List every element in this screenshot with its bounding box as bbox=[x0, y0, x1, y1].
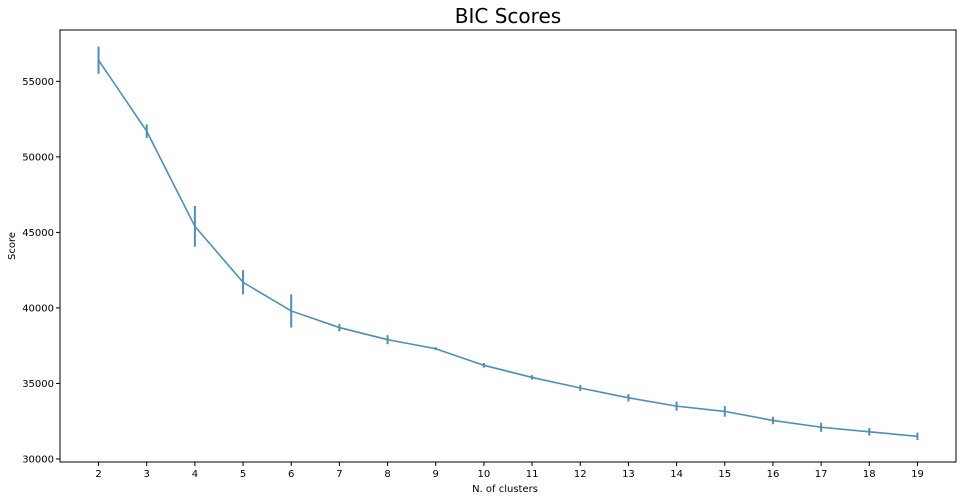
data-point bbox=[290, 310, 293, 312]
data-point bbox=[434, 347, 437, 350]
y-tick-label: 55000 bbox=[22, 77, 54, 88]
data-point bbox=[627, 397, 630, 399]
y-tick-label: 40000 bbox=[22, 303, 54, 314]
error-bars bbox=[97, 46, 919, 441]
bic-line bbox=[97, 59, 918, 438]
x-tick-label: 8 bbox=[384, 469, 390, 480]
chart-title: BIC Scores bbox=[455, 4, 561, 28]
x-tick-label: 19 bbox=[911, 469, 924, 480]
data-point bbox=[386, 338, 389, 341]
x-tick-label: 2 bbox=[95, 469, 101, 480]
data-point bbox=[97, 59, 100, 62]
data-point bbox=[338, 326, 341, 329]
x-axis: 2 3 4 5 6 7 8 9 10 11 12 13 14 15 16 17 18 19 bbox=[95, 462, 924, 480]
data-point bbox=[483, 364, 485, 367]
x-tick-label: 4 bbox=[192, 469, 198, 480]
x-axis-label: N. of clusters bbox=[472, 484, 538, 495]
y-tick-label: 45000 bbox=[22, 228, 54, 239]
data-point bbox=[531, 376, 533, 379]
x-tick-label: 9 bbox=[433, 469, 439, 480]
y-tick-label: 35000 bbox=[22, 379, 54, 390]
x-tick-label: 3 bbox=[144, 469, 150, 480]
series-line bbox=[97, 59, 919, 438]
y-tick-label: 30000 bbox=[22, 454, 54, 465]
data-point bbox=[145, 130, 148, 133]
x-tick-label: 10 bbox=[478, 469, 491, 480]
x-tick-label: 12 bbox=[574, 469, 587, 480]
y-axis-label: Score bbox=[7, 232, 18, 260]
x-tick-label: 18 bbox=[863, 469, 876, 480]
data-point bbox=[675, 405, 678, 407]
x-tick-label: 16 bbox=[767, 469, 780, 480]
data-point bbox=[194, 225, 196, 228]
x-tick-label: 17 bbox=[815, 469, 828, 480]
plot-frame bbox=[59, 29, 957, 463]
data-point bbox=[579, 387, 582, 389]
x-tick-label: 6 bbox=[288, 469, 294, 480]
data-point bbox=[916, 435, 919, 438]
x-tick-label: 11 bbox=[526, 469, 539, 480]
data-point bbox=[723, 410, 726, 413]
x-tick-label: 15 bbox=[718, 469, 731, 480]
data-point bbox=[868, 430, 871, 433]
y-tick-label: 50000 bbox=[22, 152, 54, 163]
data-point bbox=[772, 419, 774, 422]
y-axis: 30000 35000 40000 45000 50000 55000 bbox=[22, 77, 60, 465]
x-tick-label: 14 bbox=[670, 469, 683, 480]
x-tick-label: 7 bbox=[336, 469, 342, 480]
data-point bbox=[242, 281, 244, 284]
data-point bbox=[820, 426, 822, 429]
x-tick-label: 5 bbox=[240, 469, 246, 480]
x-tick-label: 13 bbox=[622, 469, 635, 480]
